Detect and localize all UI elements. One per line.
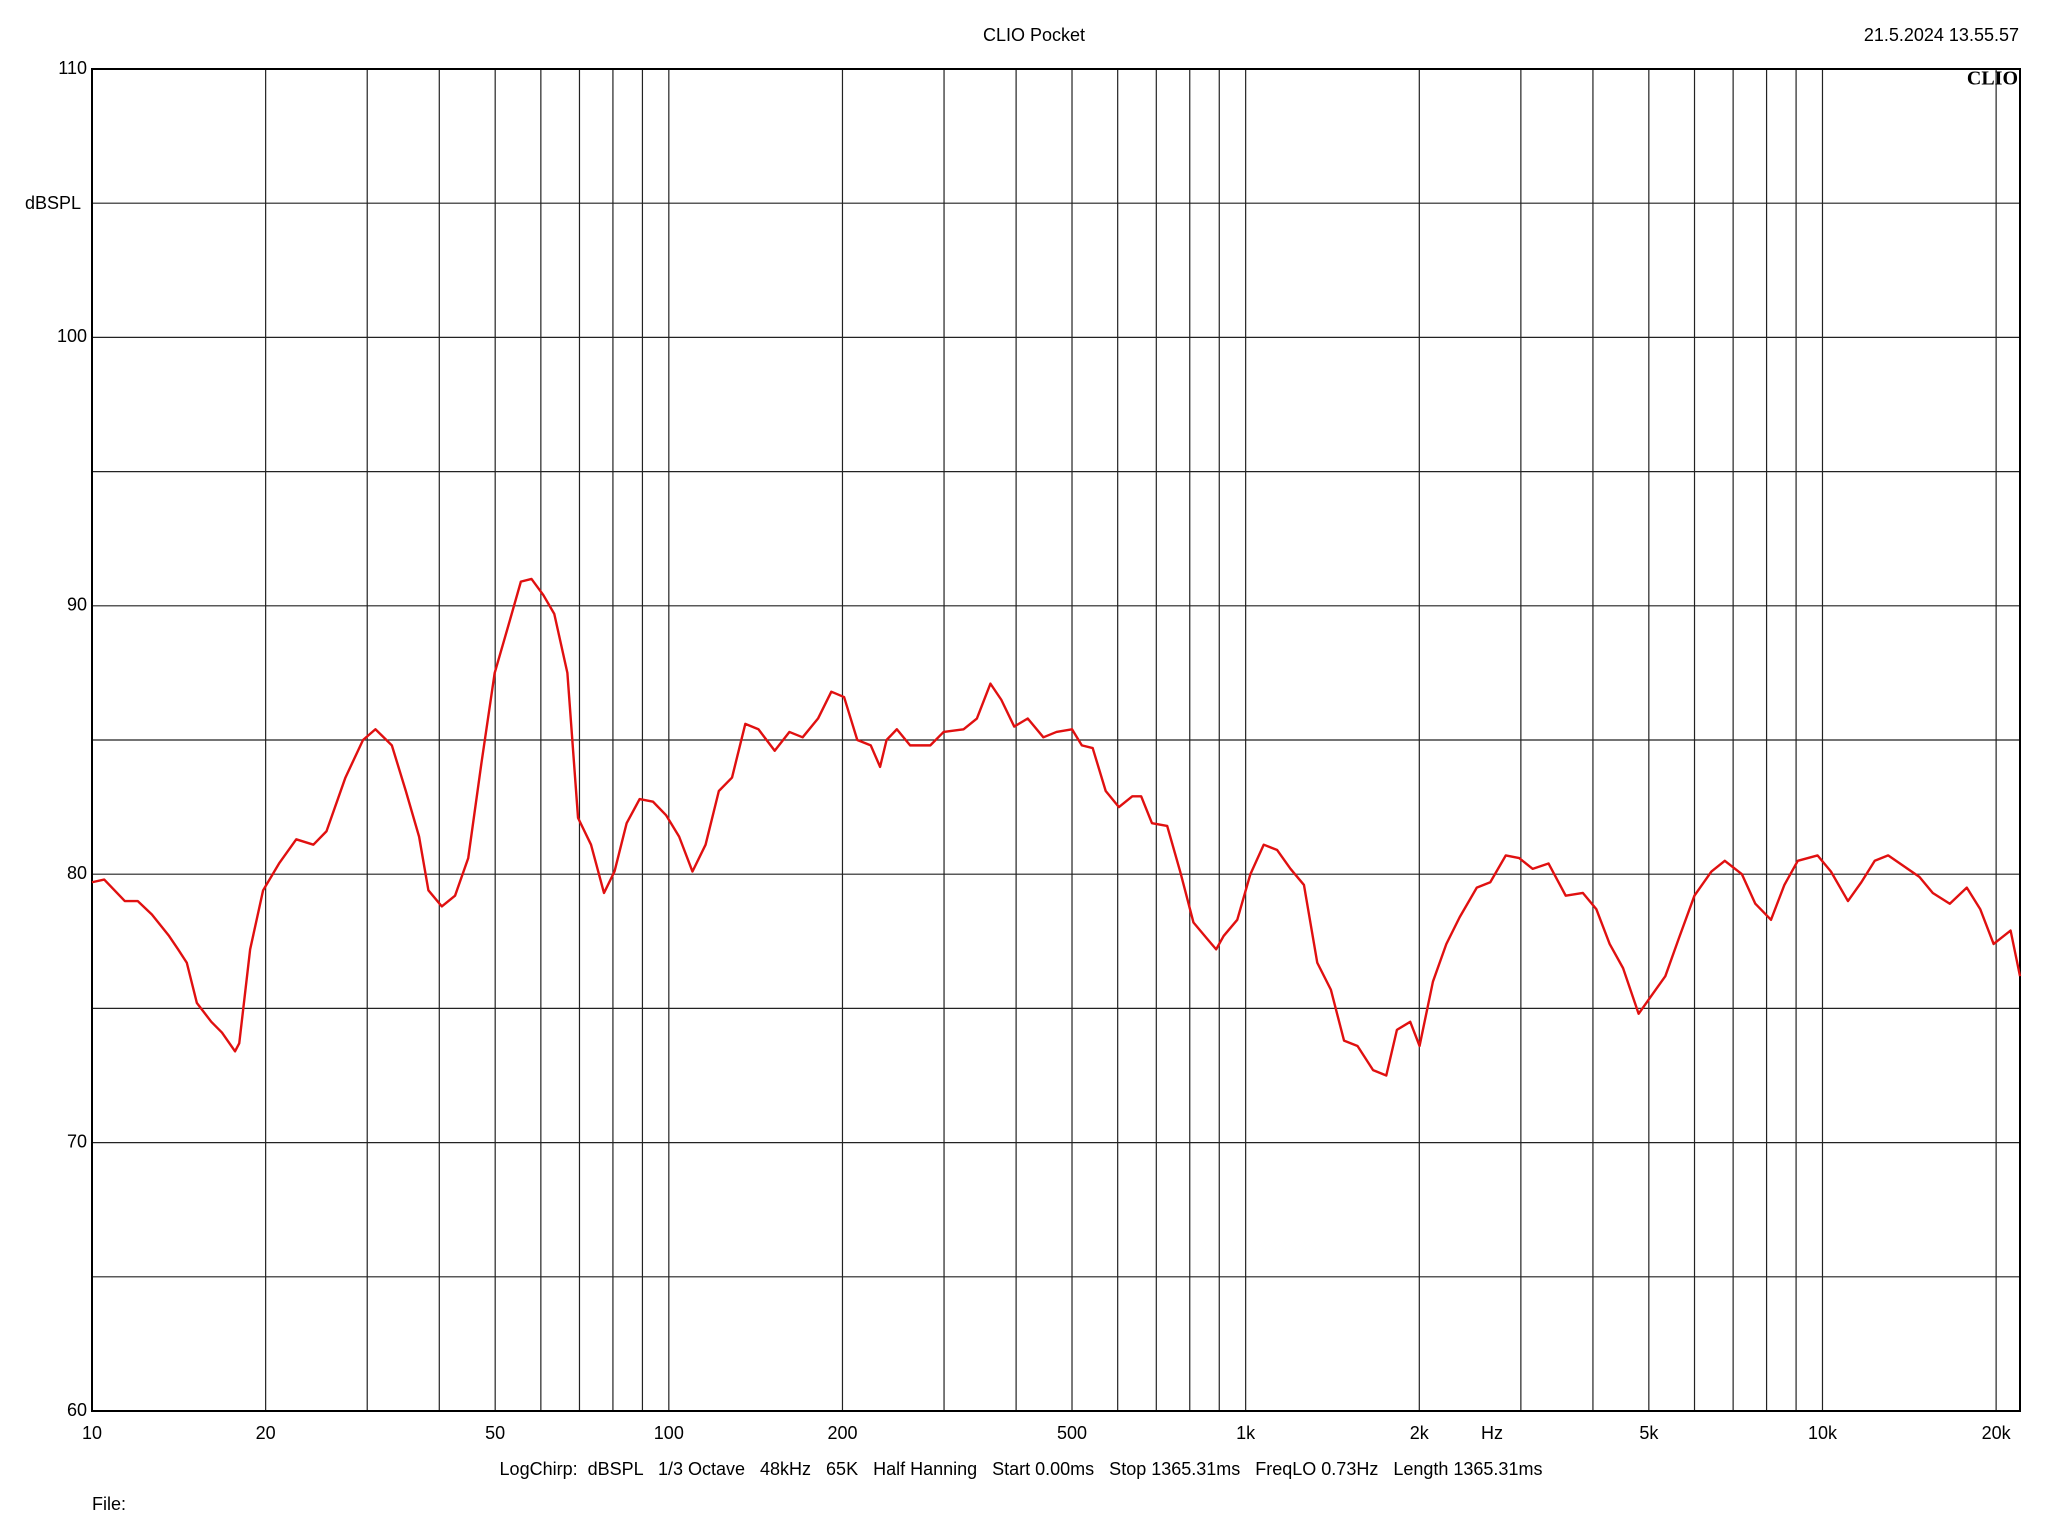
timestamp: 21.5.2024 13.55.57 [1864, 25, 2019, 45]
y-tick-label: 80 [67, 863, 87, 883]
footer: LogChirp: dBSPL 1/3 Octave 48kHz 65K Hal… [500, 1459, 1543, 1479]
x-tick-label: 20k [1982, 1423, 2012, 1443]
x-tick-label: 10 [82, 1423, 102, 1443]
x-tick-label: 20 [256, 1423, 276, 1443]
x-tick-label: 100 [654, 1423, 684, 1443]
x-tick-label: 2k [1410, 1423, 1430, 1443]
y-tick-label: 90 [67, 595, 87, 615]
y-tick-label: 60 [67, 1400, 87, 1420]
x-axis-label: Hz [1481, 1423, 1503, 1443]
logo: CLIO [1967, 68, 2018, 90]
response-curve [91, 577, 2022, 1077]
y-axis-label: dBSPL [25, 193, 81, 213]
x-tick-label: 50 [485, 1423, 505, 1443]
x-tick-label: 200 [827, 1423, 857, 1443]
y-tick-label: 110 [58, 58, 87, 78]
plot-frame [91, 68, 2021, 1412]
x-tick-label: 5k [1639, 1423, 1659, 1443]
y-tick-label: 100 [57, 326, 87, 346]
file-label: File: [92, 1494, 126, 1514]
x-tick-label: 500 [1057, 1423, 1087, 1443]
chart-title: CLIO Pocket [983, 25, 1085, 45]
y-tick-label: 70 [67, 1131, 87, 1151]
x-tick-label: 10k [1808, 1423, 1838, 1443]
x-tick-label: 1k [1236, 1423, 1256, 1443]
